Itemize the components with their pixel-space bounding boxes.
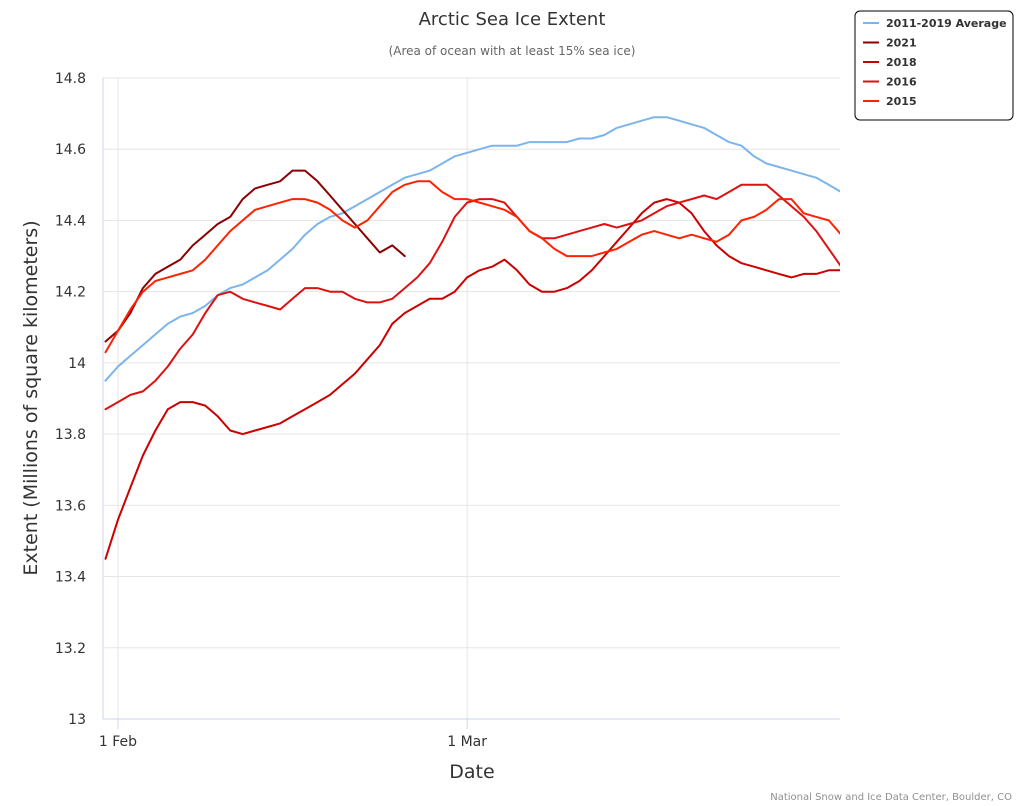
series-line-2016[interactable] — [104, 183, 842, 411]
series-line-2018[interactable] — [104, 198, 842, 560]
y-tick-labels: 13 13.2 13.4 13.6 13.8 14 14.2 14.4 14.6 14.8 — [55, 71, 86, 728]
legend-label: 2015 — [886, 95, 917, 108]
series-line-2021[interactable] — [104, 169, 406, 343]
chart-subtitle: (Area of ocean with at least 15% sea ice… — [389, 44, 636, 58]
legend-item-2011-2019-average[interactable]: 2011-2019 Average — [863, 17, 1007, 30]
legend-label: 2016 — [886, 76, 917, 89]
gridlines — [103, 77, 840, 729]
legend-item-2015[interactable]: 2015 — [863, 95, 917, 108]
legend-item-2018[interactable]: 2018 — [863, 56, 917, 69]
legend-label: 2011-2019 Average — [886, 17, 1007, 30]
x-tick-label: 1 Mar — [447, 734, 487, 750]
y-tick-label: 13 — [68, 712, 86, 728]
x-axis-title: Date — [449, 761, 494, 783]
x-tick-labels: 1 Feb 1 Mar — [99, 734, 487, 750]
y-tick-label: 14.4 — [55, 213, 86, 229]
y-tick-label: 14.8 — [55, 71, 86, 87]
y-tick-label: 13.6 — [55, 498, 86, 514]
y-axis-title: Extent (Millions of square kilometers) — [20, 220, 42, 575]
y-tick-label: 14.2 — [55, 285, 86, 301]
axes — [102, 78, 840, 720]
y-tick-label: 13.4 — [55, 570, 86, 586]
legend-item-2021[interactable]: 2021 — [863, 37, 917, 50]
series-line-2011-2019-average[interactable] — [104, 116, 842, 382]
y-tick-label: 14.6 — [55, 142, 86, 158]
legend: 2011-2019 Average 2021 2018 2016 2015 — [854, 10, 1014, 121]
y-tick-label: 14 — [68, 356, 86, 372]
legend-item-2016[interactable]: 2016 — [863, 76, 917, 89]
x-tick-label: 1 Feb — [99, 734, 137, 750]
legend-label: 2018 — [886, 56, 917, 69]
series-lines — [104, 116, 854, 560]
y-tick-label: 13.2 — [55, 641, 86, 657]
credit-text: National Snow and Ice Data Center, Bould… — [770, 792, 1012, 803]
y-tick-label: 13.8 — [55, 427, 86, 443]
chart-title: Arctic Sea Ice Extent — [419, 9, 606, 30]
series-line-2015[interactable] — [104, 180, 854, 354]
legend-label: 2021 — [886, 37, 917, 50]
legend-box — [854, 10, 1014, 121]
